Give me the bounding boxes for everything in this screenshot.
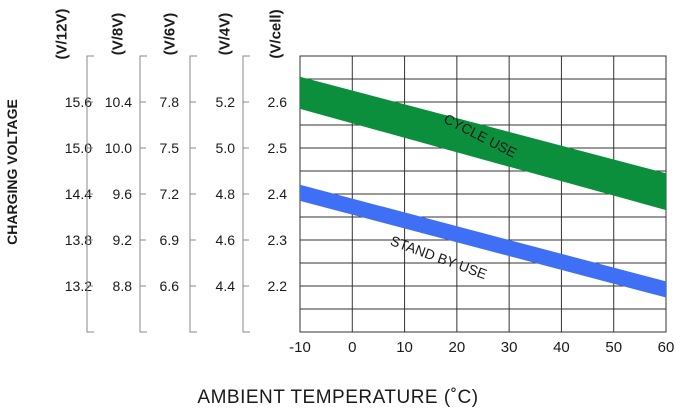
scale-tick-label: 2.5 xyxy=(268,140,288,156)
scale-tick-label: 2.6 xyxy=(268,94,288,110)
scale-tick-label: 13.8 xyxy=(65,232,92,248)
scale-tick-label: 14.4 xyxy=(65,186,92,202)
scale-tick-label: 6.9 xyxy=(160,232,180,248)
scale-header: (V/4V) xyxy=(217,13,234,56)
scale-tick-label: 5.2 xyxy=(216,94,236,110)
x-tick-label: 0 xyxy=(348,339,356,356)
scale-tick-label: 4.8 xyxy=(216,186,236,202)
x-axis-label: AMBIENT TEMPERATURE (˚C) xyxy=(197,387,478,408)
scale-tick-label: 7.2 xyxy=(160,186,180,202)
scale-tick-label: 8.8 xyxy=(113,278,133,294)
x-tick-label: 50 xyxy=(605,339,622,356)
scale-tick-label: 10.4 xyxy=(105,94,132,110)
x-tick-labels: -10 0 10 20 30 40 50 60 xyxy=(289,339,674,356)
scale-header: (V/12V) xyxy=(54,9,71,60)
scale-tick-label: 9.6 xyxy=(113,186,133,202)
scale-tick-label: 4.6 xyxy=(216,232,236,248)
x-tick-label: 20 xyxy=(449,339,466,356)
scale-tick-label: 2.4 xyxy=(268,186,288,202)
scale-header: (V/6V) xyxy=(162,13,179,56)
x-tick-label: 30 xyxy=(501,339,518,356)
scale-tick-label: 2.3 xyxy=(268,232,288,248)
cycle-use-band xyxy=(300,76,666,211)
scale-tick-label: 10.0 xyxy=(105,140,132,156)
scale-tick-label: 6.6 xyxy=(160,278,180,294)
scale-tick-label: 4.4 xyxy=(216,278,236,294)
scale-header: (V/cell) xyxy=(268,9,285,58)
y-axis-label: CHARGING VOLTAGE xyxy=(4,99,20,245)
series-bands xyxy=(300,76,666,298)
scale-tick-label: 13.2 xyxy=(65,278,92,294)
voltage-scales: (V/12V) 15.6 15.0 14.4 13.8 13.2 (V/8V) 10.4 10.… xyxy=(54,9,288,333)
stand-by-use-band xyxy=(300,184,666,298)
scale-tick-label: 15.0 xyxy=(65,140,92,156)
scale-tick-label: 7.5 xyxy=(160,140,180,156)
x-tick-label: 40 xyxy=(553,339,570,356)
scale-tick-label: 15.6 xyxy=(65,94,92,110)
scale-tick-label: 9.2 xyxy=(113,232,133,248)
x-tick-label: -10 xyxy=(289,339,311,356)
scale-tick-label: 2.2 xyxy=(268,278,288,294)
scale-tick-label: 5.0 xyxy=(216,140,236,156)
scale-tick-label: 7.8 xyxy=(160,94,180,110)
x-tick-label: 60 xyxy=(658,339,675,356)
x-tick-label: 10 xyxy=(396,339,413,356)
scale-header: (V/8V) xyxy=(110,13,127,56)
